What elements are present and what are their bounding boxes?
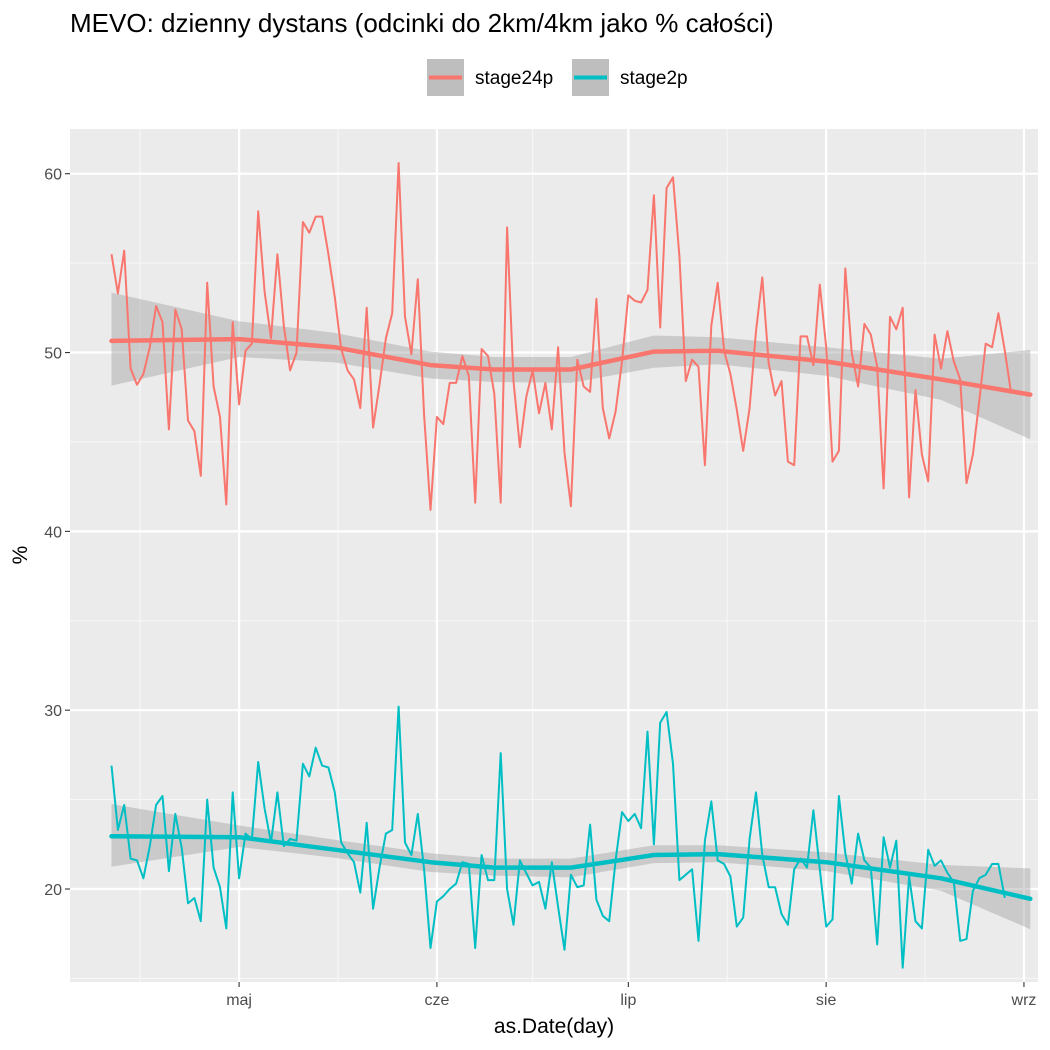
legend-label-stage24p: stage24p: [475, 68, 553, 89]
chart-title: MEVO: dzienny dystans (odcinki do 2km/4k…: [70, 8, 774, 38]
x-tick-label-lip: lip: [620, 992, 636, 1009]
y-tick-label-2: 40: [44, 524, 62, 541]
smooth-lines: [109, 336, 1033, 902]
legend-label-stage2p: stage2p: [620, 68, 688, 89]
smooth-line-stage2p: [109, 834, 1033, 902]
legend: stage24p stage2p: [427, 59, 688, 96]
y-tick-label-4: 60: [44, 167, 62, 184]
grid: [70, 129, 1038, 982]
x-axis: maj cze lip sie wrz: [226, 982, 1036, 1009]
x-tick-label-cze: cze: [424, 992, 449, 1009]
y-tick-label-0: 20: [44, 882, 62, 899]
y-axis-title: %: [9, 546, 32, 565]
band-stage24p: [111, 292, 1031, 440]
y-tick-label-3: 50: [44, 346, 62, 363]
series-line-stage2p: [110, 705, 1006, 969]
series-line-stage24p: [110, 162, 1013, 511]
x-tick-label-wrz: wrz: [1011, 992, 1037, 1009]
series-lines: [110, 162, 1013, 969]
x-tick-label-sie: sie: [816, 992, 837, 1009]
x-tick-label-maj: maj: [226, 992, 252, 1009]
x-axis-title: as.Date(day): [494, 1015, 614, 1038]
y-axis: 20 30 40 50 60: [44, 167, 70, 899]
y-tick-label-1: 30: [44, 703, 62, 720]
smooth-line-stage24p: [109, 336, 1033, 397]
